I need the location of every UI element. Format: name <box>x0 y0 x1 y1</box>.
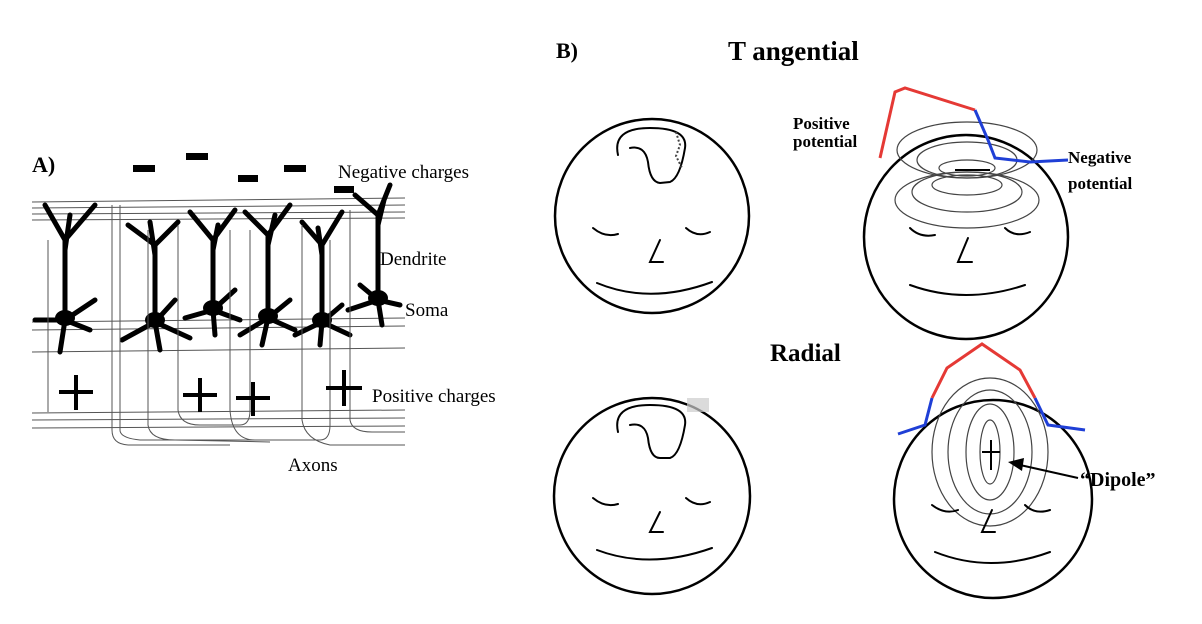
plus-mark <box>236 382 270 416</box>
negative-potential-label-line2: potential <box>1068 174 1133 193</box>
neuron <box>345 182 403 328</box>
negative-charges-label: Negative charges <box>338 162 469 183</box>
head-tangential-field <box>862 86 1070 341</box>
positive-potential-label-line2: potential <box>793 132 858 151</box>
dendrite-label: Dendrite <box>380 249 446 270</box>
panel-b: B) T angential Radial <box>552 36 1156 600</box>
radial-title: Radial <box>770 340 841 367</box>
positive-potential-trace <box>878 86 976 159</box>
positive-charge-marks <box>59 370 362 416</box>
minus-mark <box>334 186 354 193</box>
neuron <box>182 207 243 338</box>
minus-mark <box>186 153 208 160</box>
neuron <box>237 202 298 348</box>
head-radial-source <box>552 396 752 596</box>
minus-mark <box>133 165 155 172</box>
pyramidal-neurons <box>32 182 403 355</box>
panel-a: A) Negative charges <box>31 152 496 476</box>
positive-charges-label: Positive charges <box>372 386 496 407</box>
minus-mark <box>238 175 258 182</box>
plus-mark <box>59 375 93 410</box>
radial-negative-trace-right <box>1033 397 1086 432</box>
dipole-label: “Dipole” <box>1080 469 1156 491</box>
head-tangential-source <box>553 117 751 315</box>
negative-potential-trace <box>973 109 1069 164</box>
plus-mark <box>183 378 217 412</box>
axons-label: Axons <box>288 455 338 476</box>
dipole-arrow <box>1019 464 1079 479</box>
radial-negative-trace-left <box>897 397 934 436</box>
tangential-title: T angential <box>728 36 859 66</box>
neuron <box>32 202 98 355</box>
panel-b-label: B) <box>556 38 578 63</box>
radial-positive-trace <box>930 342 1037 399</box>
minus-mark <box>284 165 306 172</box>
positive-potential-label-line1: Positive <box>793 114 850 133</box>
plus-mark <box>326 370 362 406</box>
axon-lines <box>47 205 405 446</box>
soma-label: Soma <box>405 300 449 321</box>
negative-potential-label-line1: Negative <box>1068 148 1132 167</box>
neuron <box>119 219 193 353</box>
panel-a-label: A) <box>32 152 55 177</box>
neuron <box>292 209 353 348</box>
head-radial-field <box>892 342 1094 600</box>
negative-charge-marks <box>133 153 354 193</box>
